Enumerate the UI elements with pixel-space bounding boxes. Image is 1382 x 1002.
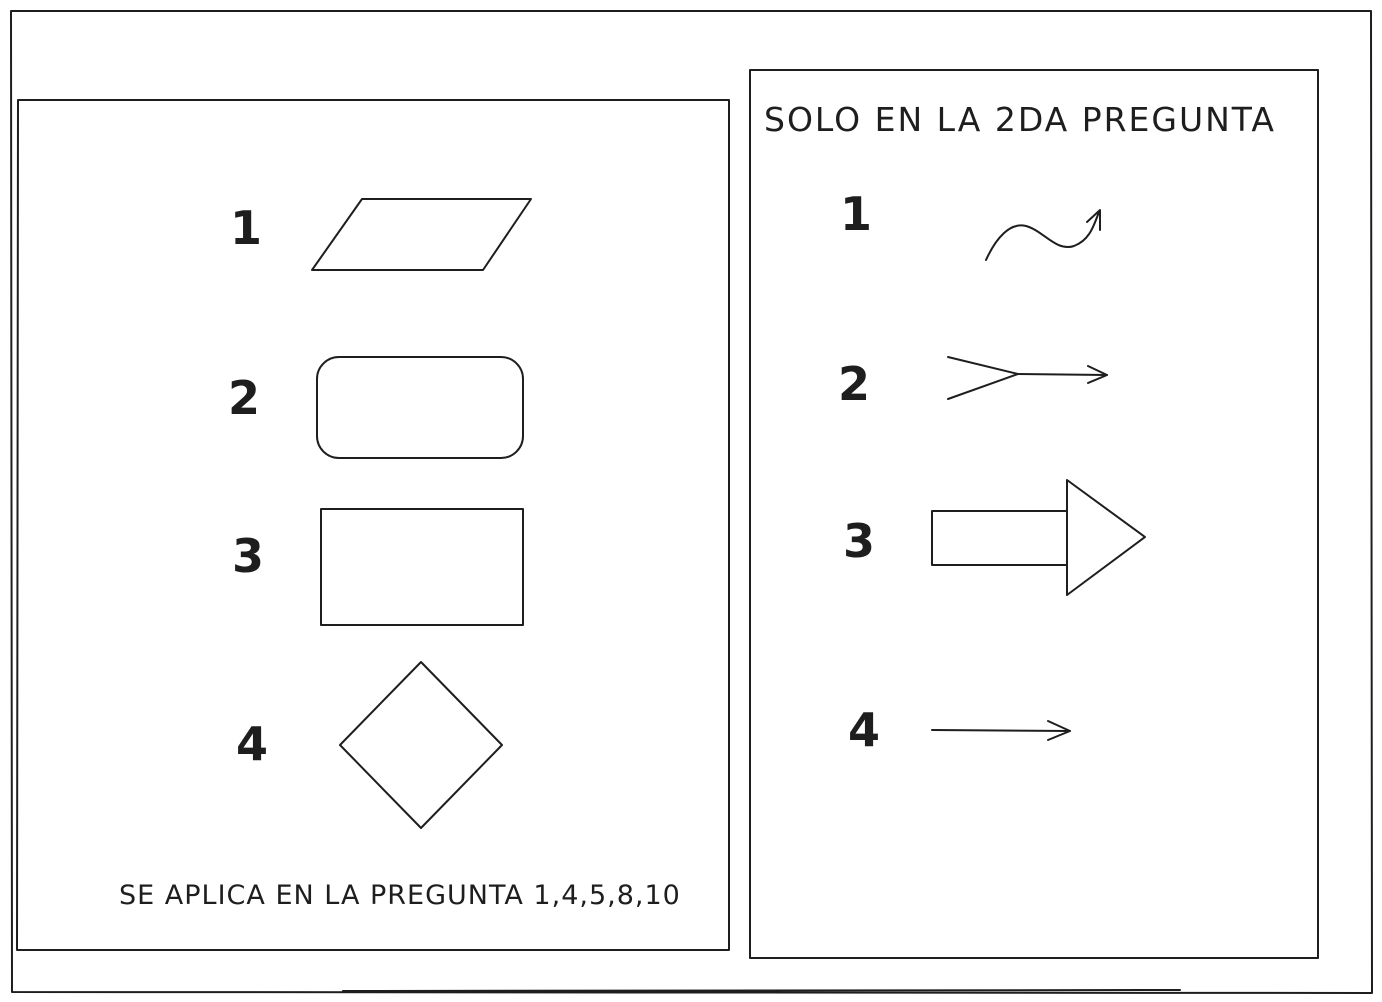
rounded-rectangle-shape (316, 356, 524, 459)
curved-arrow-shape (985, 209, 1101, 261)
left-panel-frame (16, 99, 730, 951)
block-arrow-shape (931, 479, 1146, 596)
left-item-4-number: 4 (236, 717, 268, 771)
rectangle-shape (320, 508, 524, 626)
right-panel: SOLO EN LA 2DA PREGUNTA 1 2 3 4 (749, 69, 1319, 959)
outer-frame (10, 10, 1373, 994)
left-caption: SE APLICA EN LA PREGUNTA 1,4,5,8,10 (119, 880, 681, 911)
feathered-arrow-shape (947, 356, 1108, 400)
left-item-3-number: 3 (232, 529, 264, 583)
right-item-4-number: 4 (848, 703, 880, 757)
parallelogram-shape (311, 198, 532, 271)
left-item-2-number: 2 (228, 371, 260, 425)
right-item-1-number: 1 (840, 187, 872, 241)
diamond-shape (339, 661, 503, 829)
right-item-2-number: 2 (838, 357, 870, 411)
straight-arrow-shape (931, 720, 1071, 741)
left-panel: 1 2 3 4 SE APLICA EN LA PREGUNTA 1,4,5,8… (16, 99, 730, 951)
left-item-1-number: 1 (230, 201, 262, 255)
right-panel-title: SOLO EN LA 2DA PREGUNTA (764, 100, 1276, 139)
right-item-3-number: 3 (843, 514, 875, 568)
right-panel-frame (749, 69, 1319, 959)
